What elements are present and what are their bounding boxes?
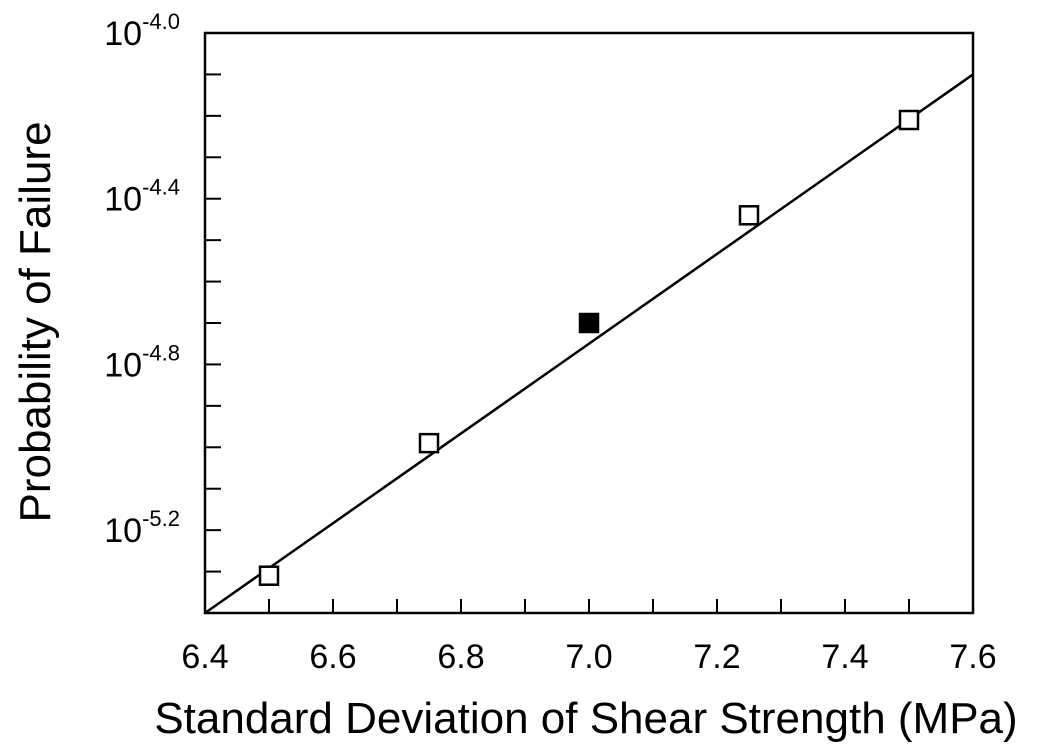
data-point-open: [258, 565, 280, 586]
x-tick-label: 7.2: [693, 638, 740, 676]
y-tick-label: 10-4.4: [104, 175, 180, 219]
x-tick-label: 7.6: [949, 638, 996, 676]
y-tick-label: 10-5.2: [104, 506, 180, 550]
data-point-open: [418, 432, 440, 454]
y-tick-label: 10-4.0: [104, 9, 180, 53]
plot-area: 6.4 6.6 6.8 7.0 7.2 7.4 7.6 10-4.0 10-4.4 10-4.8 1…: [104, 9, 996, 676]
data-point-open: [898, 109, 920, 131]
fit-line: [204, 73, 974, 615]
x-tick-label: 6.6: [309, 638, 356, 676]
y-tick-label: 10-4.8: [104, 340, 180, 384]
y-axis-label: Probability of Failure: [11, 121, 60, 522]
data-point-open: [738, 205, 760, 226]
x-tick-label: 7.4: [821, 638, 868, 676]
x-axis-label: Standard Deviation of Shear Strength (MP…: [154, 694, 1017, 743]
x-tick-label: 6.8: [437, 638, 484, 676]
x-tick-label: 6.4: [181, 638, 228, 676]
data-point-filled: [578, 312, 600, 334]
x-tick-label: 7.0: [565, 638, 612, 676]
